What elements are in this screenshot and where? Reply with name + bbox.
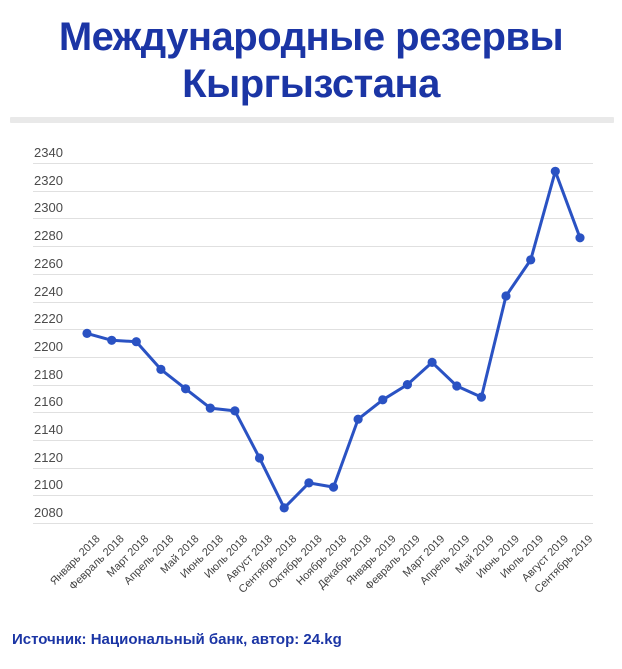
y-tick-label: 2100	[34, 477, 63, 493]
reserves-line	[85, 169, 582, 510]
data-point	[476, 392, 486, 402]
data-point	[452, 381, 462, 391]
gridline	[33, 467, 593, 469]
data-point	[328, 482, 339, 492]
data-point	[575, 233, 585, 243]
gridline	[33, 523, 593, 525]
gridline	[33, 440, 593, 441]
y-tick-label: 2280	[34, 228, 63, 244]
data-point	[107, 335, 117, 345]
data-point	[205, 403, 215, 413]
data-point	[82, 328, 92, 338]
gridline	[33, 412, 593, 414]
y-tick-label: 2220	[34, 311, 63, 327]
y-tick-label: 2200	[34, 338, 63, 354]
y-tick-label: 2180	[34, 366, 63, 382]
gridline	[33, 384, 593, 386]
data-point	[304, 478, 314, 488]
data-point	[427, 357, 437, 367]
data-point	[181, 384, 191, 394]
gridline	[33, 329, 593, 331]
data-point	[402, 380, 412, 390]
gridline	[33, 301, 593, 303]
data-point	[353, 414, 363, 424]
y-tick-label: 2320	[34, 172, 63, 188]
chart-title: Международные резервы Кыргызстана	[0, 14, 622, 108]
title-divider	[10, 117, 614, 123]
y-tick-label: 2340	[34, 145, 63, 160]
gridline	[33, 218, 593, 220]
y-tick-label: 2240	[34, 283, 63, 299]
data-point	[131, 337, 141, 347]
gridline	[33, 273, 593, 275]
data-point	[550, 166, 560, 176]
y-tick-label: 2140	[34, 422, 63, 437]
chart-title-line2: Кыргызстана	[182, 62, 440, 106]
gridline	[33, 190, 593, 192]
gridline	[33, 246, 593, 248]
gridline	[33, 163, 593, 164]
y-tick-label: 2260	[34, 255, 63, 271]
data-point	[279, 503, 289, 513]
source-attribution: Источник: Национальный банк, автор: 24.k…	[12, 631, 342, 648]
data-point	[230, 406, 240, 416]
data-point	[526, 255, 536, 265]
y-tick-label: 2120	[34, 449, 63, 465]
y-tick-label: 2080	[34, 505, 63, 521]
gridline	[33, 495, 593, 497]
data-point	[254, 453, 265, 463]
y-tick-label: 2160	[34, 394, 63, 410]
gridline	[33, 356, 593, 358]
data-point	[378, 395, 388, 405]
data-point	[501, 291, 511, 301]
y-tick-label: 2300	[34, 200, 63, 216]
chart-title-line1: Международные резервы	[58, 15, 564, 59]
data-point	[156, 364, 166, 374]
